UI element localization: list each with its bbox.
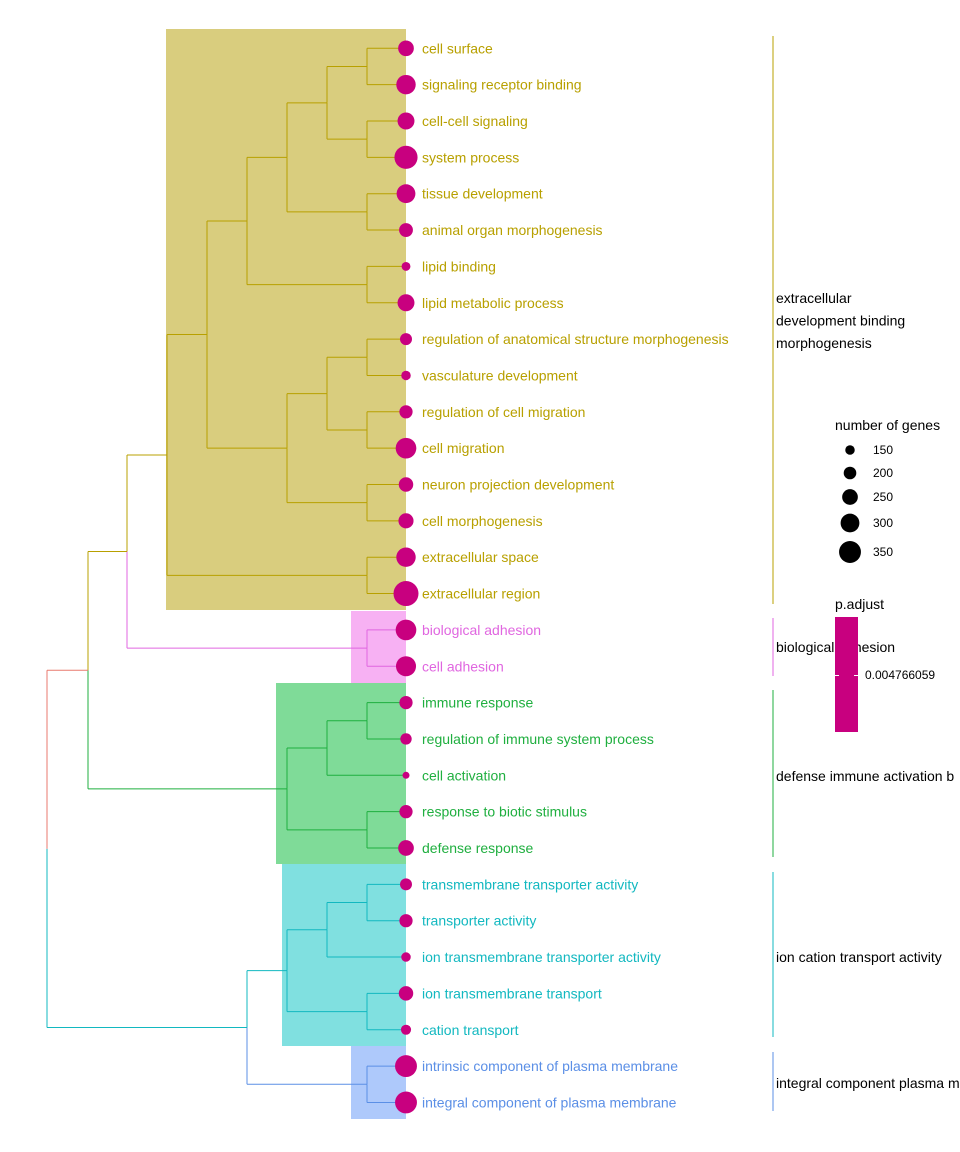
size-legend: number of genes 150 200 250 300 350	[835, 417, 940, 563]
term-point-11	[399, 405, 413, 419]
term-label-18: cell adhesion	[422, 658, 504, 674]
term-point-2	[396, 74, 416, 95]
color-legend-bar	[835, 617, 858, 732]
term-label-7: lipid binding	[422, 258, 496, 274]
term-label-5: tissue development	[422, 186, 543, 202]
term-point-21	[402, 771, 410, 779]
term-point-12	[395, 437, 417, 459]
size-legend-key-1	[845, 445, 855, 455]
term-label-14: cell morphogenesis	[422, 513, 543, 529]
term-point-17	[395, 619, 417, 641]
term-point-3	[397, 112, 415, 130]
cluster-label-1: extracellular development binding morphoge…	[776, 290, 905, 351]
term-label-20: regulation of immune system process	[422, 731, 654, 747]
term-point-14	[398, 513, 414, 529]
term-label-26: ion transmembrane transporter activity	[422, 949, 661, 965]
cluster-box-2	[351, 611, 406, 683]
size-legend-key-3	[842, 489, 858, 505]
term-point-24	[400, 878, 412, 891]
term-label-13: neuron projection development	[422, 477, 614, 493]
color-legend-value: 0.004766059	[865, 668, 935, 682]
term-point-4	[394, 145, 418, 169]
cluster-labels: extracellular development binding morphoge…	[776, 290, 960, 1091]
term-point-26	[401, 952, 411, 962]
cluster-label-3: defense immune activation b	[776, 768, 954, 784]
size-legend-label-5: 350	[873, 545, 893, 559]
term-point-16	[393, 581, 419, 607]
term-label-1: cell surface	[422, 40, 493, 56]
term-label-17: biological adhesion	[422, 622, 541, 638]
term-label-28: cation transport	[422, 1022, 519, 1038]
term-label-21: cell activation	[422, 767, 506, 783]
cluster-label-4: ion cation transport activity	[776, 949, 942, 965]
cluster-box-1	[166, 29, 406, 610]
term-label-27: ion transmembrane transport	[422, 985, 602, 1001]
term-label-10: vasculature development	[422, 367, 578, 383]
size-legend-label-1: 150	[873, 443, 893, 457]
term-label-24: transmembrane transporter activity	[422, 876, 638, 892]
term-label-16: extracellular region	[422, 586, 540, 602]
term-label-11: regulation of cell migration	[422, 404, 585, 420]
size-legend-label-2: 200	[873, 466, 893, 480]
term-label-19: immune response	[422, 695, 533, 711]
term-point-6	[399, 223, 413, 237]
term-label-4: system process	[422, 149, 519, 165]
color-legend: p.adjust 0.004766059	[835, 596, 935, 732]
term-point-5	[396, 184, 416, 204]
cluster-highlight-boxes	[166, 29, 406, 1119]
term-point-22	[399, 805, 413, 819]
size-legend-key-4	[840, 513, 860, 533]
term-point-7	[401, 261, 411, 271]
size-legend-key-2	[843, 466, 857, 480]
term-point-27	[398, 986, 414, 1001]
term-point-23	[398, 840, 414, 856]
size-legend-key-5	[839, 541, 861, 563]
term-label-12: cell migration	[422, 440, 504, 456]
size-legend-label-4: 300	[873, 516, 893, 530]
term-label-6: animal organ morphogenesis	[422, 222, 603, 238]
term-points	[393, 40, 419, 1114]
term-label-8: lipid metabolic process	[422, 295, 564, 311]
term-point-15	[396, 547, 416, 567]
term-point-29	[395, 1055, 417, 1078]
size-legend-label-3: 250	[873, 490, 893, 504]
term-point-9	[400, 333, 412, 346]
color-legend-title: p.adjust	[835, 596, 884, 612]
term-point-30	[395, 1091, 417, 1114]
term-label-29: intrinsic component of plasma membrane	[422, 1058, 678, 1074]
term-labels: cell surface signaling receptor binding ce…	[422, 40, 729, 1110]
term-point-18	[395, 656, 417, 677]
term-label-30: integral component of plasma membrane	[422, 1094, 677, 1110]
cluster-label-5: integral component plasma m	[776, 1075, 960, 1091]
cluster-box-4	[282, 864, 406, 1046]
term-point-25	[399, 914, 413, 928]
term-point-10	[401, 370, 411, 381]
term-point-28	[400, 1024, 412, 1035]
term-label-9: regulation of anatomical structure morph…	[422, 331, 729, 347]
term-label-23: defense response	[422, 840, 534, 856]
cluster-box-3	[276, 683, 406, 864]
term-point-20	[400, 733, 412, 745]
term-label-25: transporter activity	[422, 913, 536, 929]
term-label-2: signaling receptor binding	[422, 77, 582, 93]
size-legend-title: number of genes	[835, 417, 940, 433]
term-label-22: response to biotic stimulus	[422, 804, 587, 820]
term-point-8	[397, 294, 415, 312]
term-label-15: extracellular space	[422, 549, 539, 565]
term-point-13	[398, 477, 414, 492]
term-point-19	[399, 695, 413, 710]
term-label-3: cell-cell signaling	[422, 113, 528, 129]
term-point-1	[398, 40, 414, 57]
